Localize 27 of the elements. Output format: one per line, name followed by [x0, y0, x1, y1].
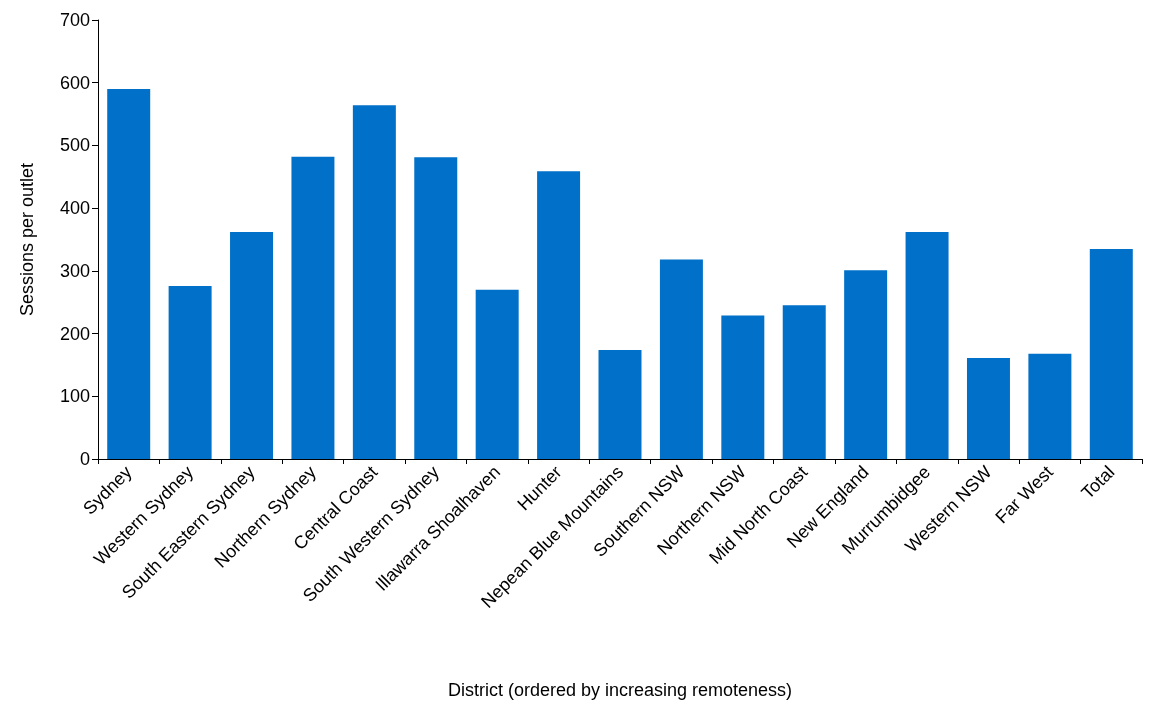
y-tick-label: 100 — [59, 386, 90, 407]
bar — [107, 88, 151, 459]
bar — [598, 349, 642, 459]
bar — [782, 305, 826, 459]
bar — [352, 105, 396, 459]
bar — [291, 156, 335, 459]
y-tick-label: 300 — [59, 260, 90, 281]
bar — [1089, 248, 1133, 459]
bar — [721, 315, 765, 459]
bar — [905, 231, 949, 459]
y-tick-label: 400 — [59, 198, 90, 219]
bar — [659, 259, 703, 459]
x-axis-title: District (ordered by increasing remoteness) — [447, 680, 793, 700]
bar — [844, 270, 888, 459]
bar — [168, 285, 212, 459]
bar — [475, 289, 519, 459]
y-tick-label: 200 — [59, 323, 90, 344]
y-tick-label: 0 — [79, 449, 90, 469]
y-tick-label: 500 — [59, 135, 90, 156]
y-tick-label: 700 — [59, 10, 90, 30]
bar — [1028, 353, 1072, 459]
bar — [966, 358, 1010, 459]
bar — [230, 231, 274, 459]
bar — [537, 171, 581, 459]
y-tick-label: 600 — [59, 72, 90, 93]
y-axis-title: Sessions per outlet — [17, 162, 37, 317]
bar — [414, 157, 458, 459]
